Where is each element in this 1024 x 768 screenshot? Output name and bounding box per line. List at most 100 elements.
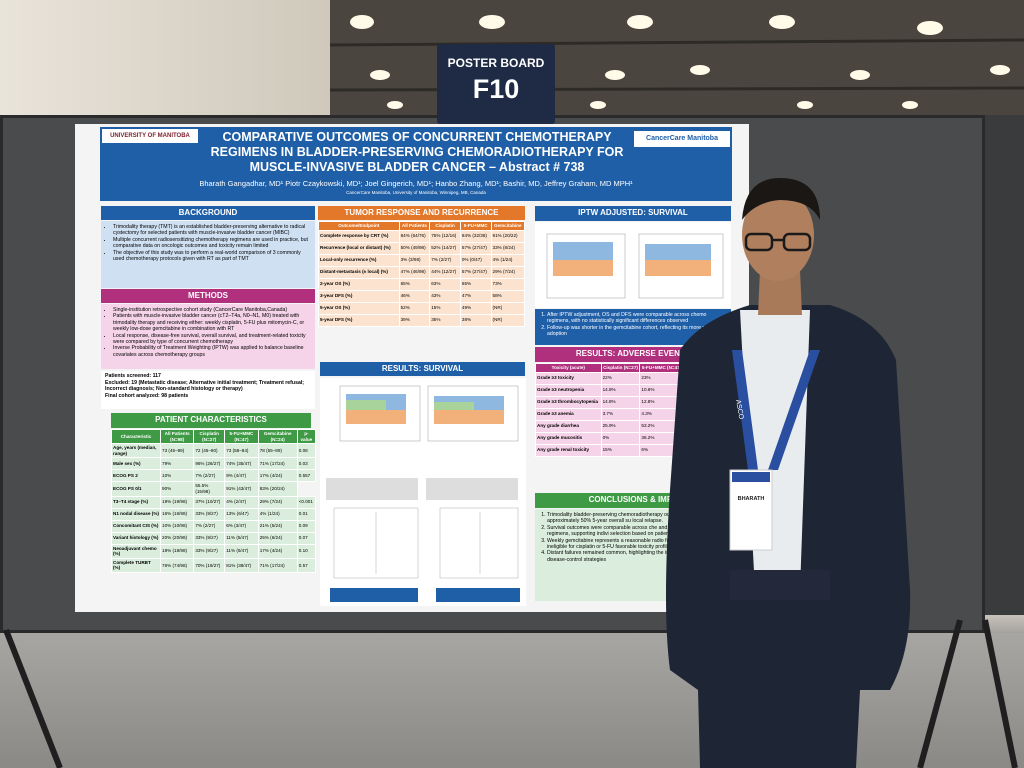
table-cell: 15% xyxy=(429,301,461,315)
table-cell: 53.2% xyxy=(639,419,684,433)
table-row: ECOG PS 0/1 90% 55.5% (15/98) 91% (43/47) 83… xyxy=(111,481,316,497)
table-cell: 17% (4/24) xyxy=(257,469,298,483)
table-cell: 49% xyxy=(459,301,492,315)
table-cell: 58% xyxy=(490,289,525,303)
table-row: Male sex (%) 79% 96% (26/27) 74% (35/47) 71%… xyxy=(111,457,316,471)
section-heading: BACKGROUND xyxy=(101,206,315,220)
table-cell: 73 (58–84) xyxy=(224,443,259,459)
table-cell: 4% (1/24) xyxy=(490,253,525,267)
table-cell: Recurrence (local or distant) (%) xyxy=(318,241,400,255)
table-row: Concomitant CIS (%) 10% (10/98) 7% (2/27) 6… xyxy=(111,519,316,533)
presenter: ASCO BHARATH xyxy=(666,178,911,768)
table-cell: 96% (26/27) xyxy=(193,457,226,471)
table-cell: 4% (2/47) xyxy=(224,495,259,509)
table-cell: Concomitant CIS (%) xyxy=(111,519,162,533)
header-cell: Characteristic xyxy=(111,429,162,445)
background-text: Trimodality therapy (TMT) is an establis… xyxy=(101,221,315,288)
table-cell: 55.5% (15/98) xyxy=(193,481,226,497)
logo-left: UNIVERSITY OF MANITOBA xyxy=(102,129,198,143)
table-cell: 7% (2/27) xyxy=(429,253,461,267)
table-cell: 33% (9/27) xyxy=(193,543,226,559)
table-cell: ECOG PS 2 xyxy=(111,469,162,483)
table-cell: 10% xyxy=(160,469,195,483)
table-cell: 46% xyxy=(398,289,431,303)
table-cell: 72 (45–80) xyxy=(193,443,226,459)
table-row: Distant-metastasis (± local) (%) 47% (46/… xyxy=(318,265,525,279)
table-row: 2-year OS (%) 65% 63% 65% 73% xyxy=(318,277,525,291)
table-cell: Age, years (median, range) xyxy=(111,443,162,459)
table-cell: 10% (10/98) xyxy=(160,519,195,533)
table-cell: Complete TURBT (%) xyxy=(111,557,162,573)
table-cell: 25% (6/24) xyxy=(257,531,298,545)
table-cell: 7% (2/27) xyxy=(193,519,226,533)
table-cell: 90% xyxy=(160,481,195,497)
header-row: Outcome/Endpoint All Patients Cisplatin 5-F… xyxy=(318,221,525,231)
bullet-item: The objective of this study was to perfo… xyxy=(113,250,311,263)
table-cell: 9% (4/47) xyxy=(224,469,259,483)
table-cell: 50% (49/98) xyxy=(398,241,431,255)
header-cell: Toxicity (acute) xyxy=(535,363,602,373)
header-row: Characteristic All Patients (N=98) Cisplat… xyxy=(111,429,316,445)
section-heading: METHODS xyxy=(101,289,315,303)
header-cell: Cisplatin xyxy=(429,221,461,231)
board-side xyxy=(985,115,1024,615)
bullet-item: Inverse Probability of Treatment Weighti… xyxy=(113,345,311,358)
table-cell: 65% xyxy=(398,277,431,291)
bullet-list: Single-institution retrospective cohort … xyxy=(101,304,315,360)
table-cell: 17% (4/24) xyxy=(257,543,298,559)
table-cell: 71% (17/24) xyxy=(257,457,298,471)
table-cell: 21% (5/24) xyxy=(257,519,298,533)
table-cell: 38% xyxy=(459,313,492,327)
board-sign: POSTER BOARD F10 xyxy=(437,44,555,124)
table-cell: 0.57 xyxy=(296,557,316,573)
header-cell: 5-FU+MMC (N=47) xyxy=(224,429,259,445)
section-heading: PATIENT CHARACTERISTICS xyxy=(111,413,311,428)
table-cell: 0% xyxy=(600,431,641,445)
table-cell: Male sex (%) xyxy=(111,457,162,471)
table-cell: 37% (10/27) xyxy=(193,495,226,509)
characteristics-table: Characteristic All Patients (N=98) Cisplat… xyxy=(111,429,316,612)
data-table: Characteristic All Patients (N=98) Cisplat… xyxy=(111,429,316,573)
tumor-table: Outcome/Endpoint All Patients Cisplatin 5-F… xyxy=(318,221,525,353)
table-cell: Grade ≥3 toxicity xyxy=(535,371,602,385)
table-cell: 78 (55–89) xyxy=(257,443,298,459)
table-cell: N1 nodal disease (%) xyxy=(111,507,162,521)
table-cell: 81% (38/47) xyxy=(224,557,259,573)
section-heading: IPTW ADJUSTED: SURVIVAL xyxy=(535,206,731,221)
screening: Patients screened: 117 Excluded: 19 (Meta… xyxy=(101,371,315,409)
table-row: ECOG PS 2 10% 7% (2/27) 9% (4/47) 17% (4/24)… xyxy=(111,469,316,483)
table-row: Recurrence (local or distant) (%) 50% (49… xyxy=(318,241,525,255)
table-cell: 14.8% xyxy=(600,383,641,397)
table-cell: 71% (17/24) xyxy=(257,557,298,573)
screening-line: Patients screened: 117 xyxy=(105,373,161,379)
table-cell: 33% (8/24) xyxy=(490,241,525,255)
table-row: Neoadjuvant chemo (%) 18% (18/98) 33% (9/2… xyxy=(111,543,316,559)
table-cell: 43% xyxy=(429,289,461,303)
table-cell: 2-year OS (%) xyxy=(318,277,400,291)
table-row: Complete response by CRT (%) 84% (64/76) 7… xyxy=(318,229,525,243)
table-cell: 16% (16/98) xyxy=(160,507,195,521)
bullet-item: Multiple concurrent radiosensitizing che… xyxy=(113,237,311,250)
section-heading: RESULTS: SURVIVAL xyxy=(320,362,525,376)
table-cell: 57% (27/47) xyxy=(459,265,492,279)
table-cell: 3.7% xyxy=(600,407,641,421)
table-cell: 0.10 xyxy=(296,543,316,559)
table-row: N1 nodal disease (%) 16% (16/98) 33% (9/27… xyxy=(111,507,316,521)
lanyard-text: ASCO xyxy=(734,399,744,420)
table-cell: 0.03 xyxy=(296,457,316,471)
table-row: Local-only recurrence (%) 3% (3/98) 7% (2/… xyxy=(318,253,525,267)
table-cell: 0.08 xyxy=(296,443,316,459)
badge-name: BHARATH xyxy=(738,496,765,502)
table-cell: 84% (64/76) xyxy=(398,229,431,243)
table-cell: T3–T4 stage (%) xyxy=(111,495,162,509)
table-cell: 14.8% xyxy=(600,395,641,409)
table-cell: 63% xyxy=(429,277,461,291)
table-cell: 83% (20/24) xyxy=(257,481,298,497)
table-cell: 19% (19/98) xyxy=(160,495,195,509)
table-cell: 0.07 xyxy=(296,531,316,545)
poster-title: COMPARATIVE OUTCOMES OF CONCURRENT CHEMO… xyxy=(210,130,624,174)
table-cell: Distant-metastasis (± local) (%) xyxy=(318,265,400,279)
table-row: 5-year DFS (%) 39% 35% 38% (NR) xyxy=(318,313,525,327)
table-cell: 6% (3/47) xyxy=(224,519,259,533)
table-cell: 70% (19/27) xyxy=(193,557,226,573)
